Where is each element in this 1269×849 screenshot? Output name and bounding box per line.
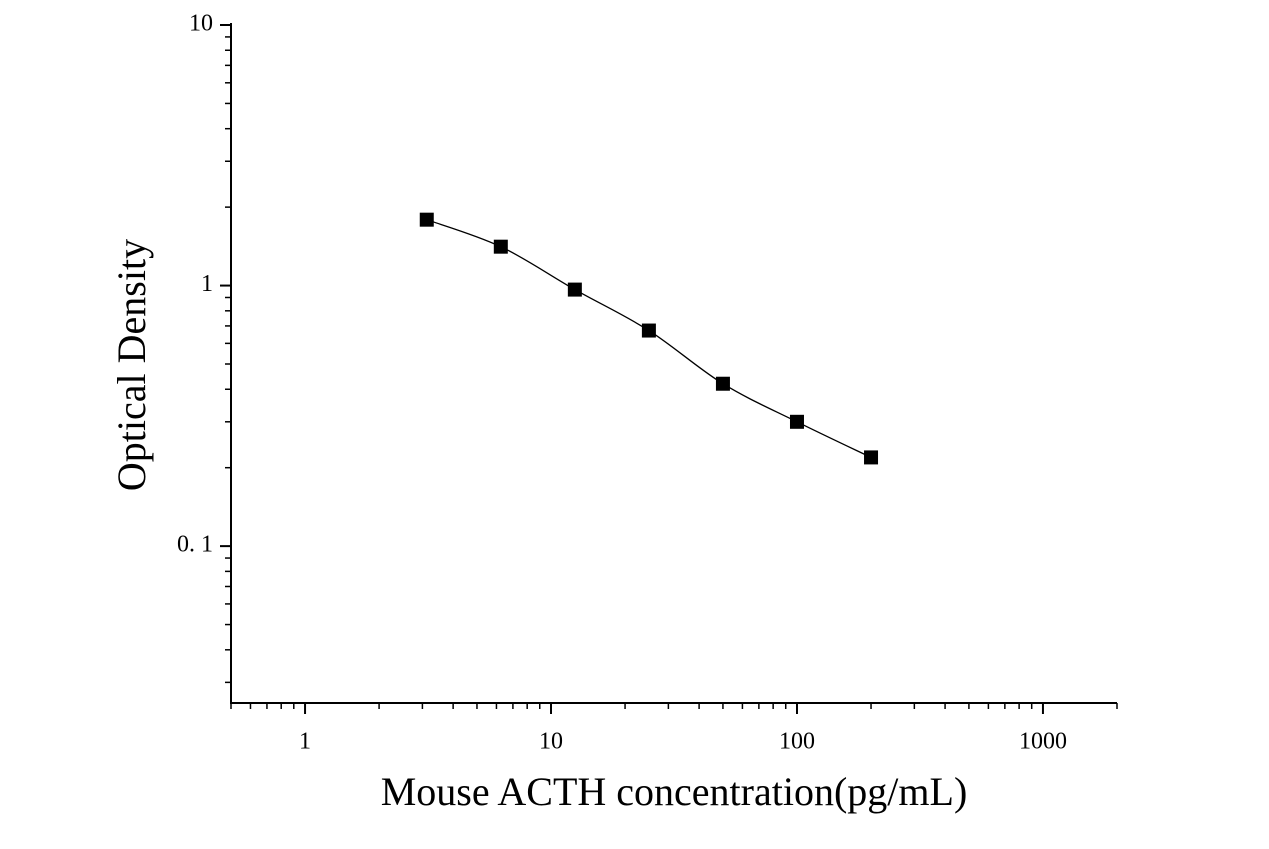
y-axis-title: Optical Density — [109, 239, 154, 491]
data-point — [641, 323, 656, 338]
data-point — [789, 414, 804, 429]
x-tick-label: 1 — [299, 729, 311, 755]
x-axis-title: Mouse ACTH concentration(pg/mL) — [381, 769, 968, 814]
data-point — [493, 239, 508, 254]
data-point — [567, 282, 582, 297]
data-point — [864, 450, 879, 465]
y-tick-label: 10 — [189, 11, 213, 37]
x-tick-label: 10 — [539, 729, 563, 755]
data-point — [715, 376, 730, 391]
y-tick-label: 0. 1 — [177, 532, 213, 558]
fit-curve — [426, 219, 872, 459]
x-tick-label: 1000 — [1019, 729, 1067, 755]
data-point — [419, 212, 434, 227]
x-tick-label: 100 — [779, 729, 815, 755]
y-tick-label: 1 — [201, 271, 213, 297]
